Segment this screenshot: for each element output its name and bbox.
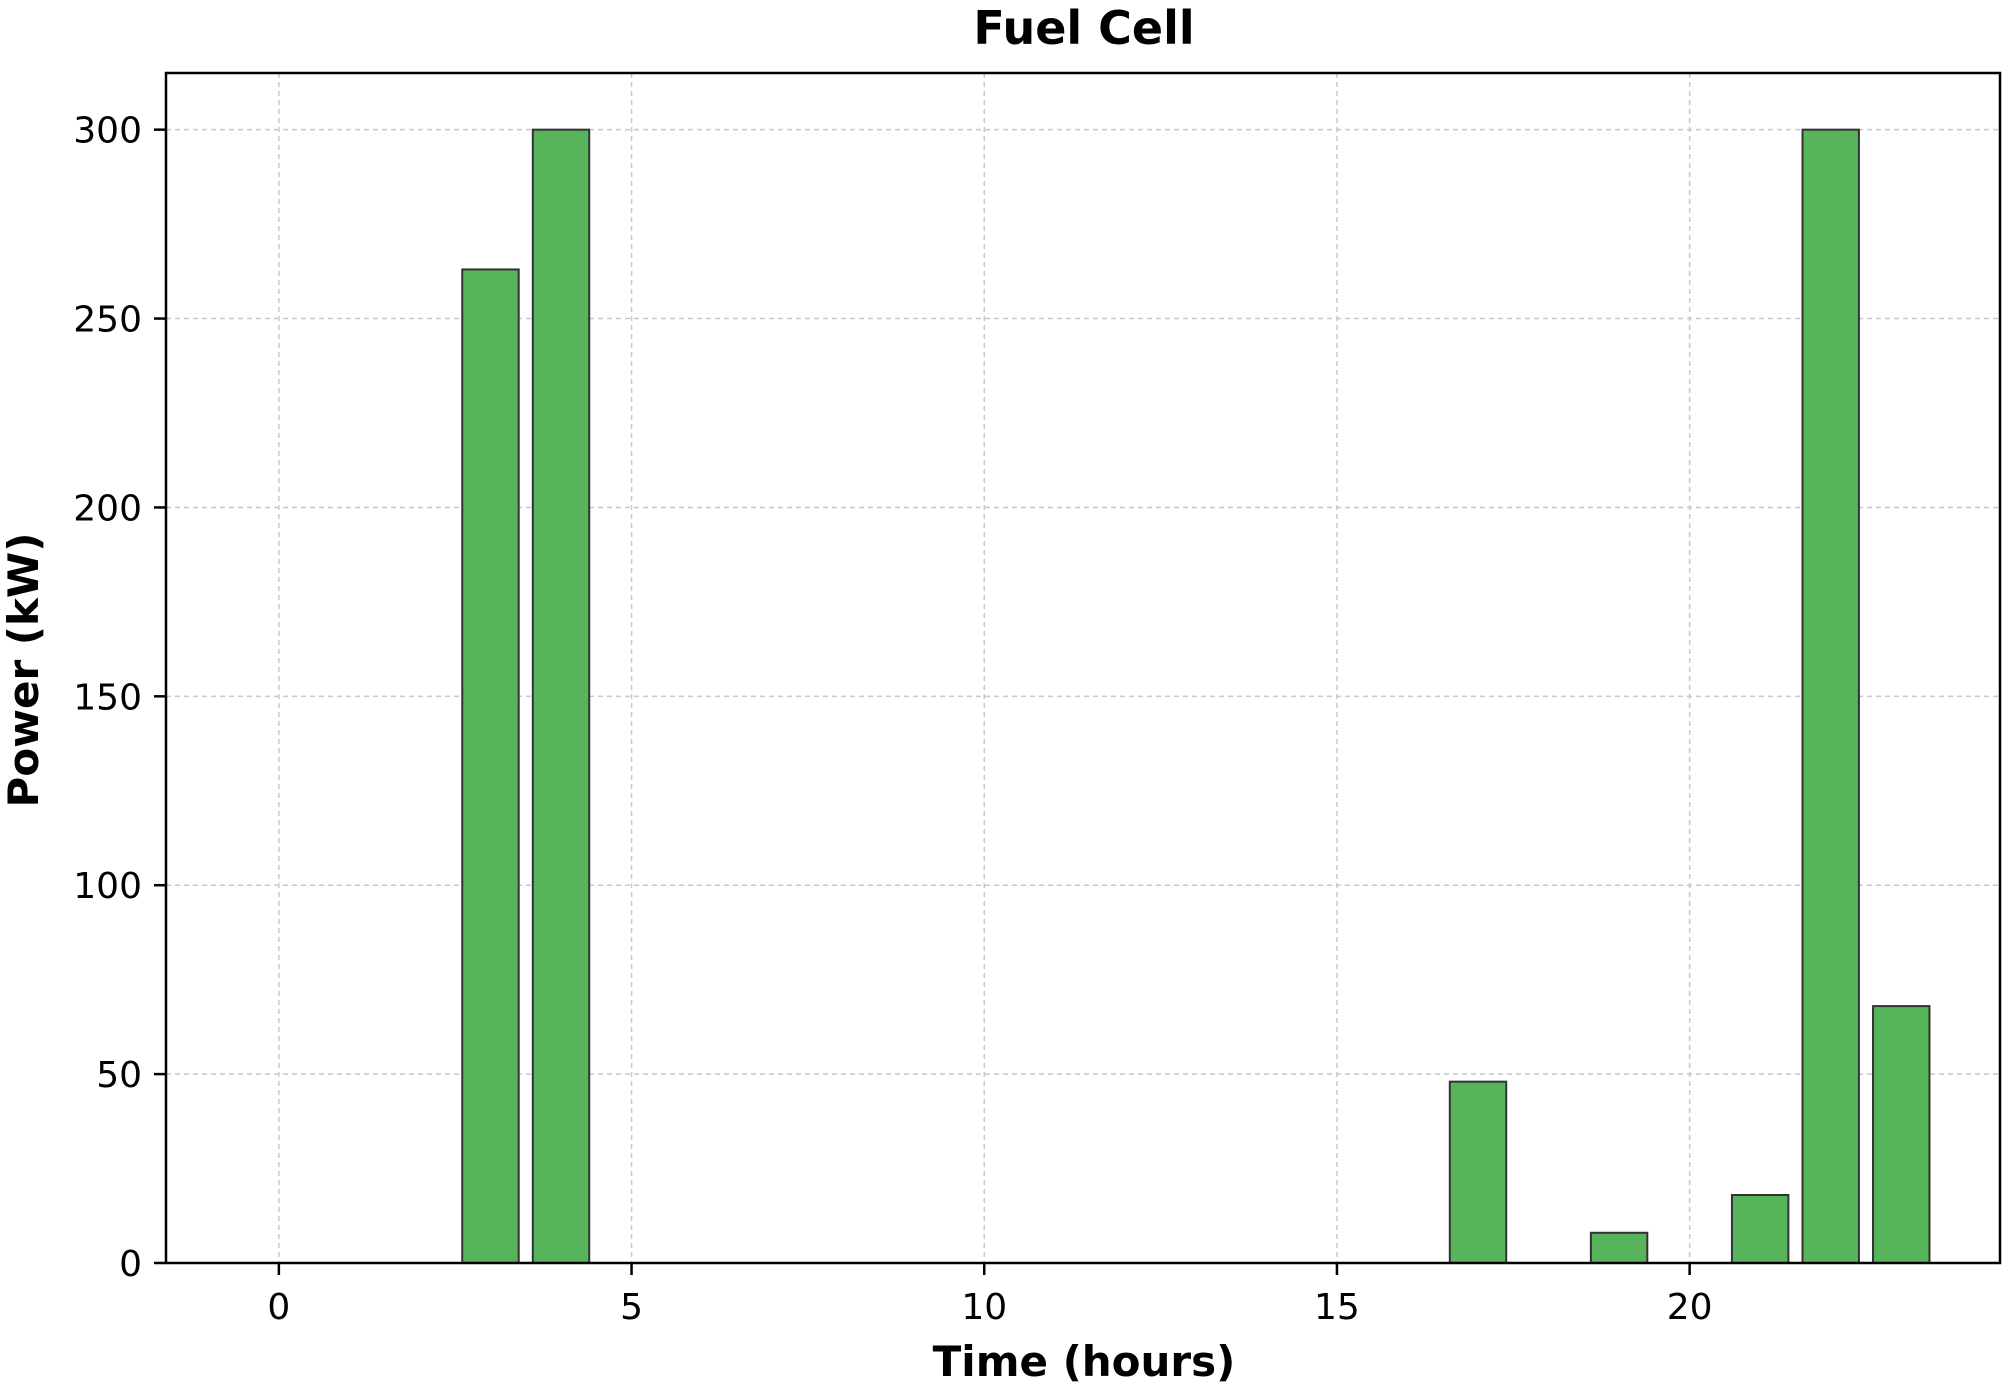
x-tick-label: 5 — [620, 1287, 643, 1328]
y-tick-label: 100 — [73, 866, 142, 907]
y-tick-label: 0 — [119, 1244, 142, 1285]
x-tick-label: 20 — [1667, 1287, 1713, 1328]
bar-hour-21 — [1730, 1194, 1790, 1264]
bar-hour-3 — [461, 268, 520, 1264]
bar-hour-17 — [1448, 1080, 1508, 1264]
x-axis-ticks: 0 5 10 15 20 — [267, 1263, 1713, 1328]
bar-hour-19 — [1589, 1231, 1649, 1265]
bar-hour-22 — [1801, 128, 1860, 1265]
y-tick-label: 150 — [73, 677, 142, 718]
bar-hour-23 — [1872, 1005, 1931, 1264]
y-axis-ticks: 0 50 100 150 200 250 300 — [73, 111, 166, 1285]
y-axis-label: Power (kW) — [0, 533, 48, 808]
x-tick-label: 15 — [1314, 1287, 1360, 1328]
x-tick-label: 10 — [961, 1287, 1007, 1328]
grid-lines — [166, 73, 2000, 1263]
x-tick-label: 0 — [267, 1287, 290, 1328]
plot-frame — [164, 71, 2002, 1265]
x-axis-label: Time (hours) — [933, 1337, 1236, 1384]
y-tick-label: 50 — [96, 1055, 142, 1096]
bars — [461, 128, 1931, 1265]
chart-title: Fuel Cell — [973, 1, 1194, 55]
y-tick-label: 200 — [73, 488, 142, 529]
y-tick-label: 300 — [73, 111, 142, 152]
bar-hour-4 — [531, 128, 591, 1265]
y-tick-label: 250 — [73, 300, 142, 341]
